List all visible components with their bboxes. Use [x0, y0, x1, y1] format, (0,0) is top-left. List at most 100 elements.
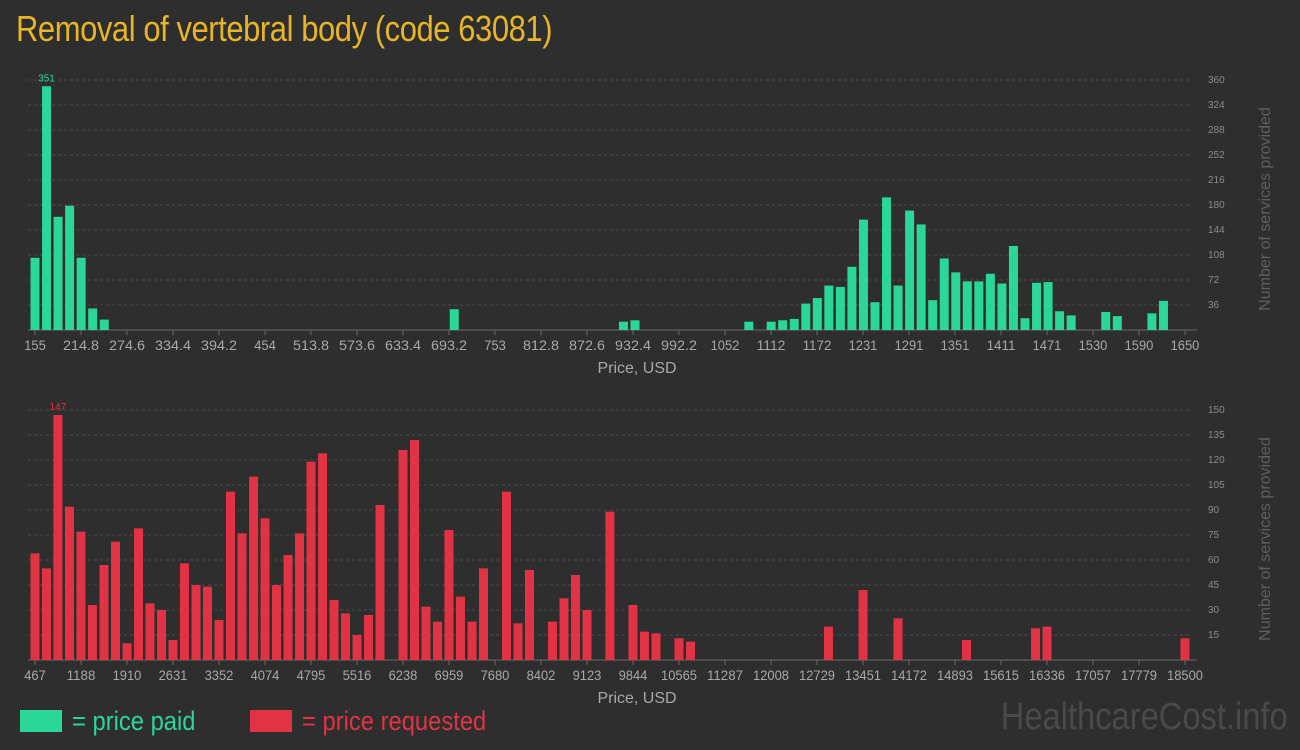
paid-bar: [870, 302, 880, 330]
paid-x-tick-label: 753: [484, 337, 506, 353]
paid-y-tick-label: 360: [1208, 75, 1225, 86]
paid-x-axis-title: Price, USD: [597, 360, 676, 377]
paid-bar: [951, 272, 961, 330]
requested-x-tick-label: 5516: [343, 667, 372, 683]
paid-bar: [905, 210, 915, 330]
requested-x-tick-label: 14893: [937, 667, 973, 683]
requested-bar: [524, 570, 534, 660]
legend-swatch-requested: [250, 710, 292, 732]
requested-y-tick-label: 15: [1208, 630, 1220, 641]
paid-x-tick-label: 274.6: [109, 337, 145, 353]
requested-x-tick-label: 13451: [845, 667, 881, 683]
requested-bar: [651, 633, 661, 660]
requested-x-tick-label: 12729: [799, 667, 835, 683]
requested-bar: [87, 605, 97, 660]
paid-bar: [858, 219, 868, 330]
paid-y-axis-title: Number of services provided: [1257, 107, 1274, 311]
requested-bar: [99, 565, 109, 660]
requested-bar: [145, 603, 155, 660]
requested-y-tick-label: 45: [1208, 580, 1220, 591]
requested-x-tick-label: 10565: [661, 667, 697, 683]
requested-bar: [352, 635, 362, 660]
requested-bar: [479, 568, 489, 660]
requested-bar: [433, 621, 443, 660]
requested-bar: [157, 610, 167, 660]
paid-bar: [630, 320, 640, 330]
paid-bar: [1020, 318, 1030, 330]
requested-x-tick-label: 467: [24, 667, 46, 683]
requested-bar: [674, 638, 684, 660]
legend-price-requested: = price requested: [250, 703, 511, 739]
requested-bar: [341, 613, 351, 660]
paid-bar: [962, 281, 972, 330]
requested-x-tick-label: 18500: [1167, 667, 1203, 683]
paid-y-tick-label: 36: [1208, 300, 1220, 311]
paid-x-tick-label: 812.8: [523, 337, 559, 353]
paid-x-tick-label: 992.2: [661, 337, 697, 353]
requested-bar: [179, 563, 189, 660]
paid-y-tick-label: 324: [1208, 100, 1225, 111]
paid-bar: [812, 298, 822, 330]
paid-bar: [835, 286, 845, 330]
paid-bar: [893, 285, 903, 330]
requested-bar: [306, 461, 316, 660]
paid-bar: [618, 321, 628, 330]
requested-bar: [605, 511, 615, 660]
requested-x-tick-label: 12008: [753, 667, 789, 683]
requested-bar: [559, 598, 569, 660]
paid-y-tick-label: 216: [1208, 175, 1225, 186]
requested-x-tick-label: 17057: [1075, 667, 1111, 683]
requested-y-tick-label: 150: [1208, 405, 1225, 416]
paid-bar: [65, 205, 75, 330]
paid-x-tick-label: 1231: [849, 337, 878, 353]
requested-bar: [318, 453, 328, 660]
requested-bar: [134, 528, 144, 660]
paid-bar: [985, 273, 995, 330]
requested-bar: [823, 626, 833, 660]
requested-bar: [30, 553, 40, 660]
paid-x-tick-label: 932.4: [615, 337, 651, 353]
requested-bar: [501, 491, 511, 660]
paid-y-tick-label: 108: [1208, 250, 1225, 261]
paid-bar: [1043, 282, 1053, 330]
requested-bar: [260, 518, 270, 660]
paid-bar: [42, 86, 52, 330]
paid-bar: [1112, 316, 1122, 330]
paid-bar: [99, 319, 109, 330]
requested-x-tick-label: 9844: [619, 667, 648, 683]
requested-bar: [65, 506, 75, 660]
requested-bar: [398, 450, 408, 660]
paid-x-tick-label: 454: [254, 337, 276, 353]
requested-bar: [513, 623, 523, 660]
requested-bar: [628, 605, 638, 660]
requested-y-axis-title: Number of services provided: [1257, 437, 1274, 641]
paid-x-tick-label: 334.4: [155, 337, 191, 353]
paid-x-tick-label: 1172: [803, 337, 832, 353]
requested-max-label: 147: [50, 402, 67, 413]
paid-x-tick-label: 633.4: [385, 337, 421, 353]
paid-max-label: 351: [38, 73, 55, 84]
requested-bar: [226, 491, 236, 660]
requested-y-tick-label: 30: [1208, 605, 1220, 616]
requested-bar: [421, 606, 431, 660]
requested-y-tick-label: 60: [1208, 555, 1220, 566]
requested-x-tick-label: 2631: [159, 667, 188, 683]
requested-bar: [295, 533, 305, 660]
paid-bar: [916, 224, 926, 330]
requested-x-tick-label: 1188: [67, 667, 96, 683]
paid-bar: [30, 257, 40, 330]
paid-x-tick-label: 1590: [1125, 337, 1154, 353]
requested-x-tick-label: 6238: [389, 667, 418, 683]
paid-bar: [744, 321, 754, 330]
paid-bar: [974, 281, 984, 330]
requested-y-tick-label: 120: [1208, 455, 1225, 466]
requested-bar: [249, 476, 259, 660]
requested-bar: [893, 618, 903, 660]
paid-x-tick-label: 872.6: [569, 337, 605, 353]
requested-bar: [410, 440, 420, 660]
paid-x-tick-label: 513.8: [293, 337, 329, 353]
price-requested-chart: 15 30 45 60 75 90 105 120 135 150 147 467 1188 1910 26…: [24, 402, 1274, 707]
requested-x-tick-label: 9123: [573, 667, 602, 683]
legend-label-paid: = price paid: [72, 705, 196, 736]
requested-bar: [122, 643, 132, 660]
